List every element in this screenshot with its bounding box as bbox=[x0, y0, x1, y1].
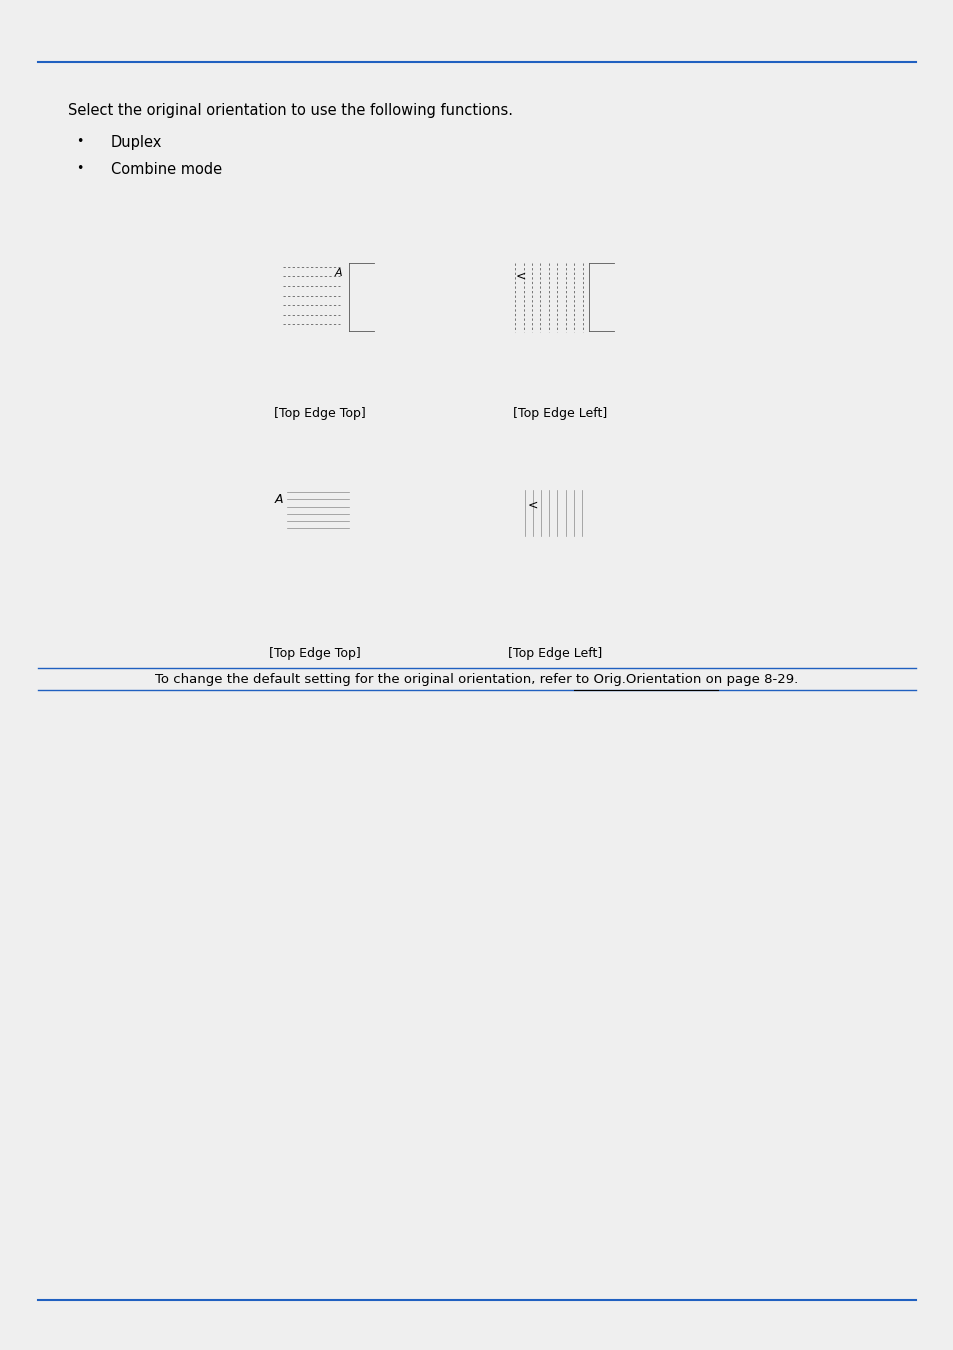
Text: •: • bbox=[75, 135, 83, 148]
Bar bbox=[515, 486, 595, 541]
Bar bbox=[490, 261, 502, 332]
Bar bbox=[515, 491, 595, 498]
Circle shape bbox=[562, 563, 571, 576]
Bar bbox=[535, 564, 555, 575]
Bar bbox=[262, 360, 377, 387]
Text: [Top Edge Left]: [Top Edge Left] bbox=[513, 406, 606, 420]
Bar bbox=[268, 467, 341, 481]
Text: <: < bbox=[527, 498, 537, 512]
Text: <: < bbox=[516, 270, 526, 282]
Bar bbox=[588, 263, 614, 331]
Bar bbox=[492, 489, 502, 535]
Bar bbox=[271, 491, 353, 498]
Text: [Top Edge Left]: [Top Edge Left] bbox=[507, 647, 601, 660]
Text: A: A bbox=[335, 269, 342, 278]
Bar bbox=[537, 369, 558, 379]
Bar bbox=[158, 225, 797, 414]
Text: To change the default setting for the original orientation, refer to Orig.Orient: To change the default setting for the or… bbox=[155, 672, 798, 686]
Bar bbox=[507, 467, 580, 481]
Bar bbox=[294, 564, 314, 575]
Text: [Top Edge Top]: [Top Edge Top] bbox=[274, 406, 366, 420]
Bar bbox=[158, 450, 797, 655]
Text: Select the original orientation to use the following functions.: Select the original orientation to use t… bbox=[68, 103, 513, 117]
Circle shape bbox=[329, 367, 338, 381]
Bar bbox=[253, 489, 262, 535]
Circle shape bbox=[568, 367, 578, 381]
Bar bbox=[279, 259, 351, 338]
Bar bbox=[262, 558, 367, 583]
Bar bbox=[271, 486, 353, 541]
Circle shape bbox=[322, 563, 332, 576]
Text: [Top Edge Top]: [Top Edge Top] bbox=[269, 647, 360, 660]
Bar bbox=[251, 261, 262, 332]
Bar bbox=[349, 263, 374, 331]
Text: Combine mode: Combine mode bbox=[111, 162, 222, 177]
Bar bbox=[502, 558, 607, 583]
Bar bbox=[508, 259, 594, 338]
Text: Duplex: Duplex bbox=[111, 135, 162, 150]
Bar bbox=[296, 369, 318, 379]
Bar bbox=[502, 360, 617, 387]
Text: A: A bbox=[274, 493, 283, 506]
Text: •: • bbox=[75, 162, 83, 176]
